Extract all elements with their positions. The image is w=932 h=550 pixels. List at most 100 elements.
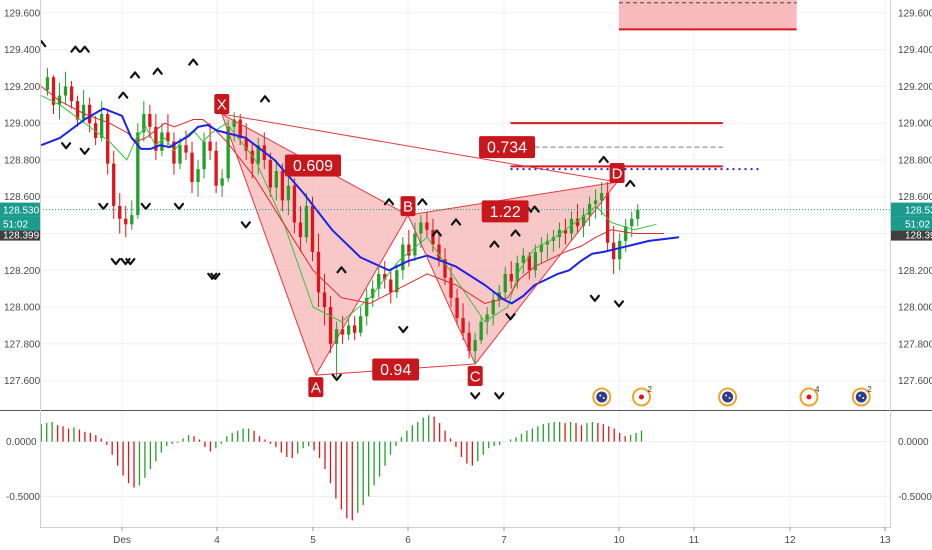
event-dot-icon	[806, 394, 812, 400]
candle-body	[539, 244, 544, 252]
price-tick-label: 128.800	[898, 155, 932, 166]
price-tick-label: 129.600	[4, 8, 41, 19]
ratio-label-box	[285, 154, 341, 177]
harmonic-pattern-shape[interactable]	[221, 113, 618, 376]
event-dot	[602, 397, 605, 399]
signal-up-icon	[417, 198, 428, 206]
candle-body	[593, 200, 598, 205]
event-count: 4	[815, 385, 820, 394]
candle-body	[292, 185, 297, 223]
price-tick-label: 127.800	[4, 339, 41, 350]
signal-down-icon	[240, 221, 251, 229]
event-markers[interactable]: 2 4 2	[592, 385, 873, 407]
event-count: 2	[867, 385, 872, 394]
candle-body	[280, 170, 285, 201]
ratio-label-text: 0.94	[380, 362, 411, 379]
candle-body	[599, 193, 604, 201]
signal-up-icon	[625, 179, 636, 187]
point-label-x: X	[214, 93, 230, 114]
time-tick-label: 6	[405, 535, 411, 546]
point-label-d-box	[609, 163, 625, 184]
event-dot	[862, 397, 865, 399]
candle-body	[208, 141, 212, 151]
signal-up-icon	[598, 155, 609, 164]
signal-up-icon	[188, 58, 199, 66]
candle-body	[244, 137, 248, 151]
signal-down-icon	[125, 257, 136, 266]
candle-body	[190, 152, 194, 183]
pattern-triangle-bcd[interactable]	[408, 182, 618, 365]
point-label-b: B	[400, 196, 416, 217]
candle-body	[274, 170, 279, 188]
price-tick-label: 127.800	[898, 339, 932, 350]
signal-up-icon	[118, 91, 129, 99]
point-label-d: D	[609, 163, 625, 184]
signal-down-icon	[589, 294, 600, 302]
price-tick-label: 129.200	[4, 82, 41, 93]
candle-body	[419, 222, 423, 234]
candle-body	[196, 169, 200, 183]
oscillator-axis-left: 0.0000 -0.5000	[6, 437, 40, 503]
time-tick-label: 10	[613, 535, 625, 546]
price-tag-prev-text: 128.399	[3, 231, 40, 242]
target-levels[interactable]	[510, 0, 797, 171]
event-marker[interactable]	[718, 387, 738, 407]
signal-down-icon	[98, 202, 109, 211]
candle-body	[533, 251, 538, 271]
ratio-label-text: 0.734	[487, 140, 527, 157]
point-label-b-box	[400, 196, 416, 217]
candle-body	[365, 297, 369, 317]
osc-tick-label: -0.5000	[6, 492, 40, 503]
candle-body	[527, 255, 531, 271]
pattern-leg-cd	[474, 181, 618, 365]
candle-body	[431, 229, 435, 245]
signal-down-icon	[140, 202, 151, 211]
candle-body	[136, 132, 140, 216]
ratio-label: 0.94	[372, 358, 420, 381]
price-tag-countdown-text: 51:02	[3, 220, 28, 231]
time-tick-label: 4	[214, 535, 220, 546]
signal-up-icon	[79, 45, 90, 53]
candle-body	[443, 259, 447, 278]
candle-body	[618, 240, 622, 260]
price-tag-countdown	[891, 216, 932, 231]
candle-body	[371, 288, 375, 298]
candle-body	[569, 218, 574, 234]
candlestick-series	[45, 68, 640, 377]
point-label-c-text: C	[470, 369, 481, 386]
event-globe-icon	[596, 391, 608, 403]
pattern-triangle-xab[interactable]	[221, 113, 408, 376]
event-dot	[599, 394, 602, 397]
signal-down-icon	[210, 272, 221, 280]
time-tick-label: 11	[689, 535, 700, 546]
price-tag-prev	[891, 230, 932, 241]
candle-body	[93, 123, 98, 138]
candle-body	[377, 273, 381, 289]
event-marker[interactable]	[592, 387, 612, 407]
signal-down-icon	[398, 326, 409, 334]
target-zone[interactable]	[619, 0, 797, 30]
candle-body	[461, 318, 465, 333]
candle-body	[106, 113, 110, 164]
signal-up-icon	[510, 229, 521, 237]
point-label-c-box	[467, 366, 483, 387]
candle-body	[389, 279, 393, 293]
event-marker[interactable]: 4	[799, 385, 821, 407]
event-marker[interactable]: 2	[851, 385, 873, 407]
time-tick-label: 5	[310, 535, 316, 546]
event-marker[interactable]: 2	[632, 385, 653, 407]
candle-body	[575, 218, 580, 227]
candle-body	[87, 104, 92, 124]
osc-tick-label: -0.5000	[898, 492, 932, 503]
pattern-labels: 0.609 0.734 0.94 1.22 X A B C D	[214, 93, 625, 398]
candle-body	[624, 226, 628, 241]
signal-down-icon	[110, 257, 121, 266]
price-tick-label: 128.000	[4, 303, 41, 314]
candle-body	[69, 86, 74, 102]
point-label-x-box	[214, 93, 230, 114]
candle-body	[220, 178, 224, 186]
candle-body	[359, 316, 363, 333]
candle-body	[328, 307, 333, 344]
